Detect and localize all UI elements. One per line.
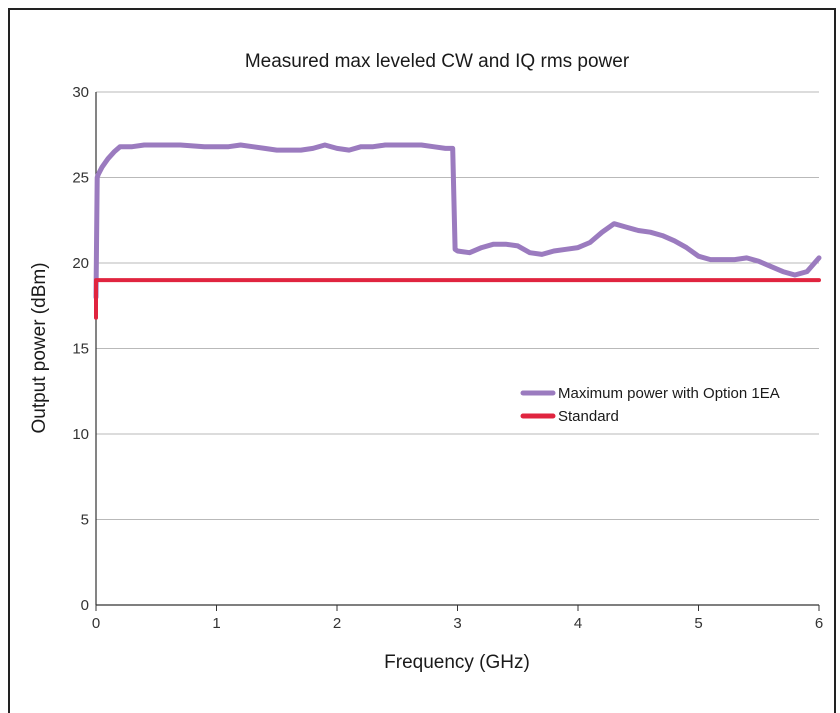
series-line-2 xyxy=(94,278,821,320)
x-axis-label: Frequency (GHz) xyxy=(384,652,530,673)
legend-label-2: Standard xyxy=(558,408,619,425)
y-tick-label-15: 15 xyxy=(72,341,89,358)
y-tick-label-30: 30 xyxy=(72,84,89,101)
y-axis-label: Output power (dBm) xyxy=(29,262,50,433)
y-tick-label-20: 20 xyxy=(72,255,89,272)
chart-frame xyxy=(8,8,836,713)
y-tick-label-10: 10 xyxy=(72,426,89,443)
y-tick-label-5: 5 xyxy=(81,512,89,529)
x-tick-label-5: 5 xyxy=(694,615,702,632)
x-tick-label-2: 2 xyxy=(333,615,341,632)
legend-label-1: Maximum power with Option 1EA xyxy=(558,385,780,402)
legend: Maximum power with Option 1EA Standard xyxy=(520,385,780,425)
x-tick-label-0: 0 xyxy=(92,615,100,632)
x-tick-label-3: 3 xyxy=(453,615,461,632)
x-tick-label-6: 6 xyxy=(815,615,823,632)
y-tick-label-0: 0 xyxy=(81,597,89,614)
y-tick-label-25: 25 xyxy=(72,170,89,187)
x-tick-label-1: 1 xyxy=(212,615,220,632)
series-line-1 xyxy=(93,142,822,300)
chart-title: Measured max leveled CW and IQ rms power xyxy=(245,51,630,72)
x-tick-label-4: 4 xyxy=(574,615,582,632)
